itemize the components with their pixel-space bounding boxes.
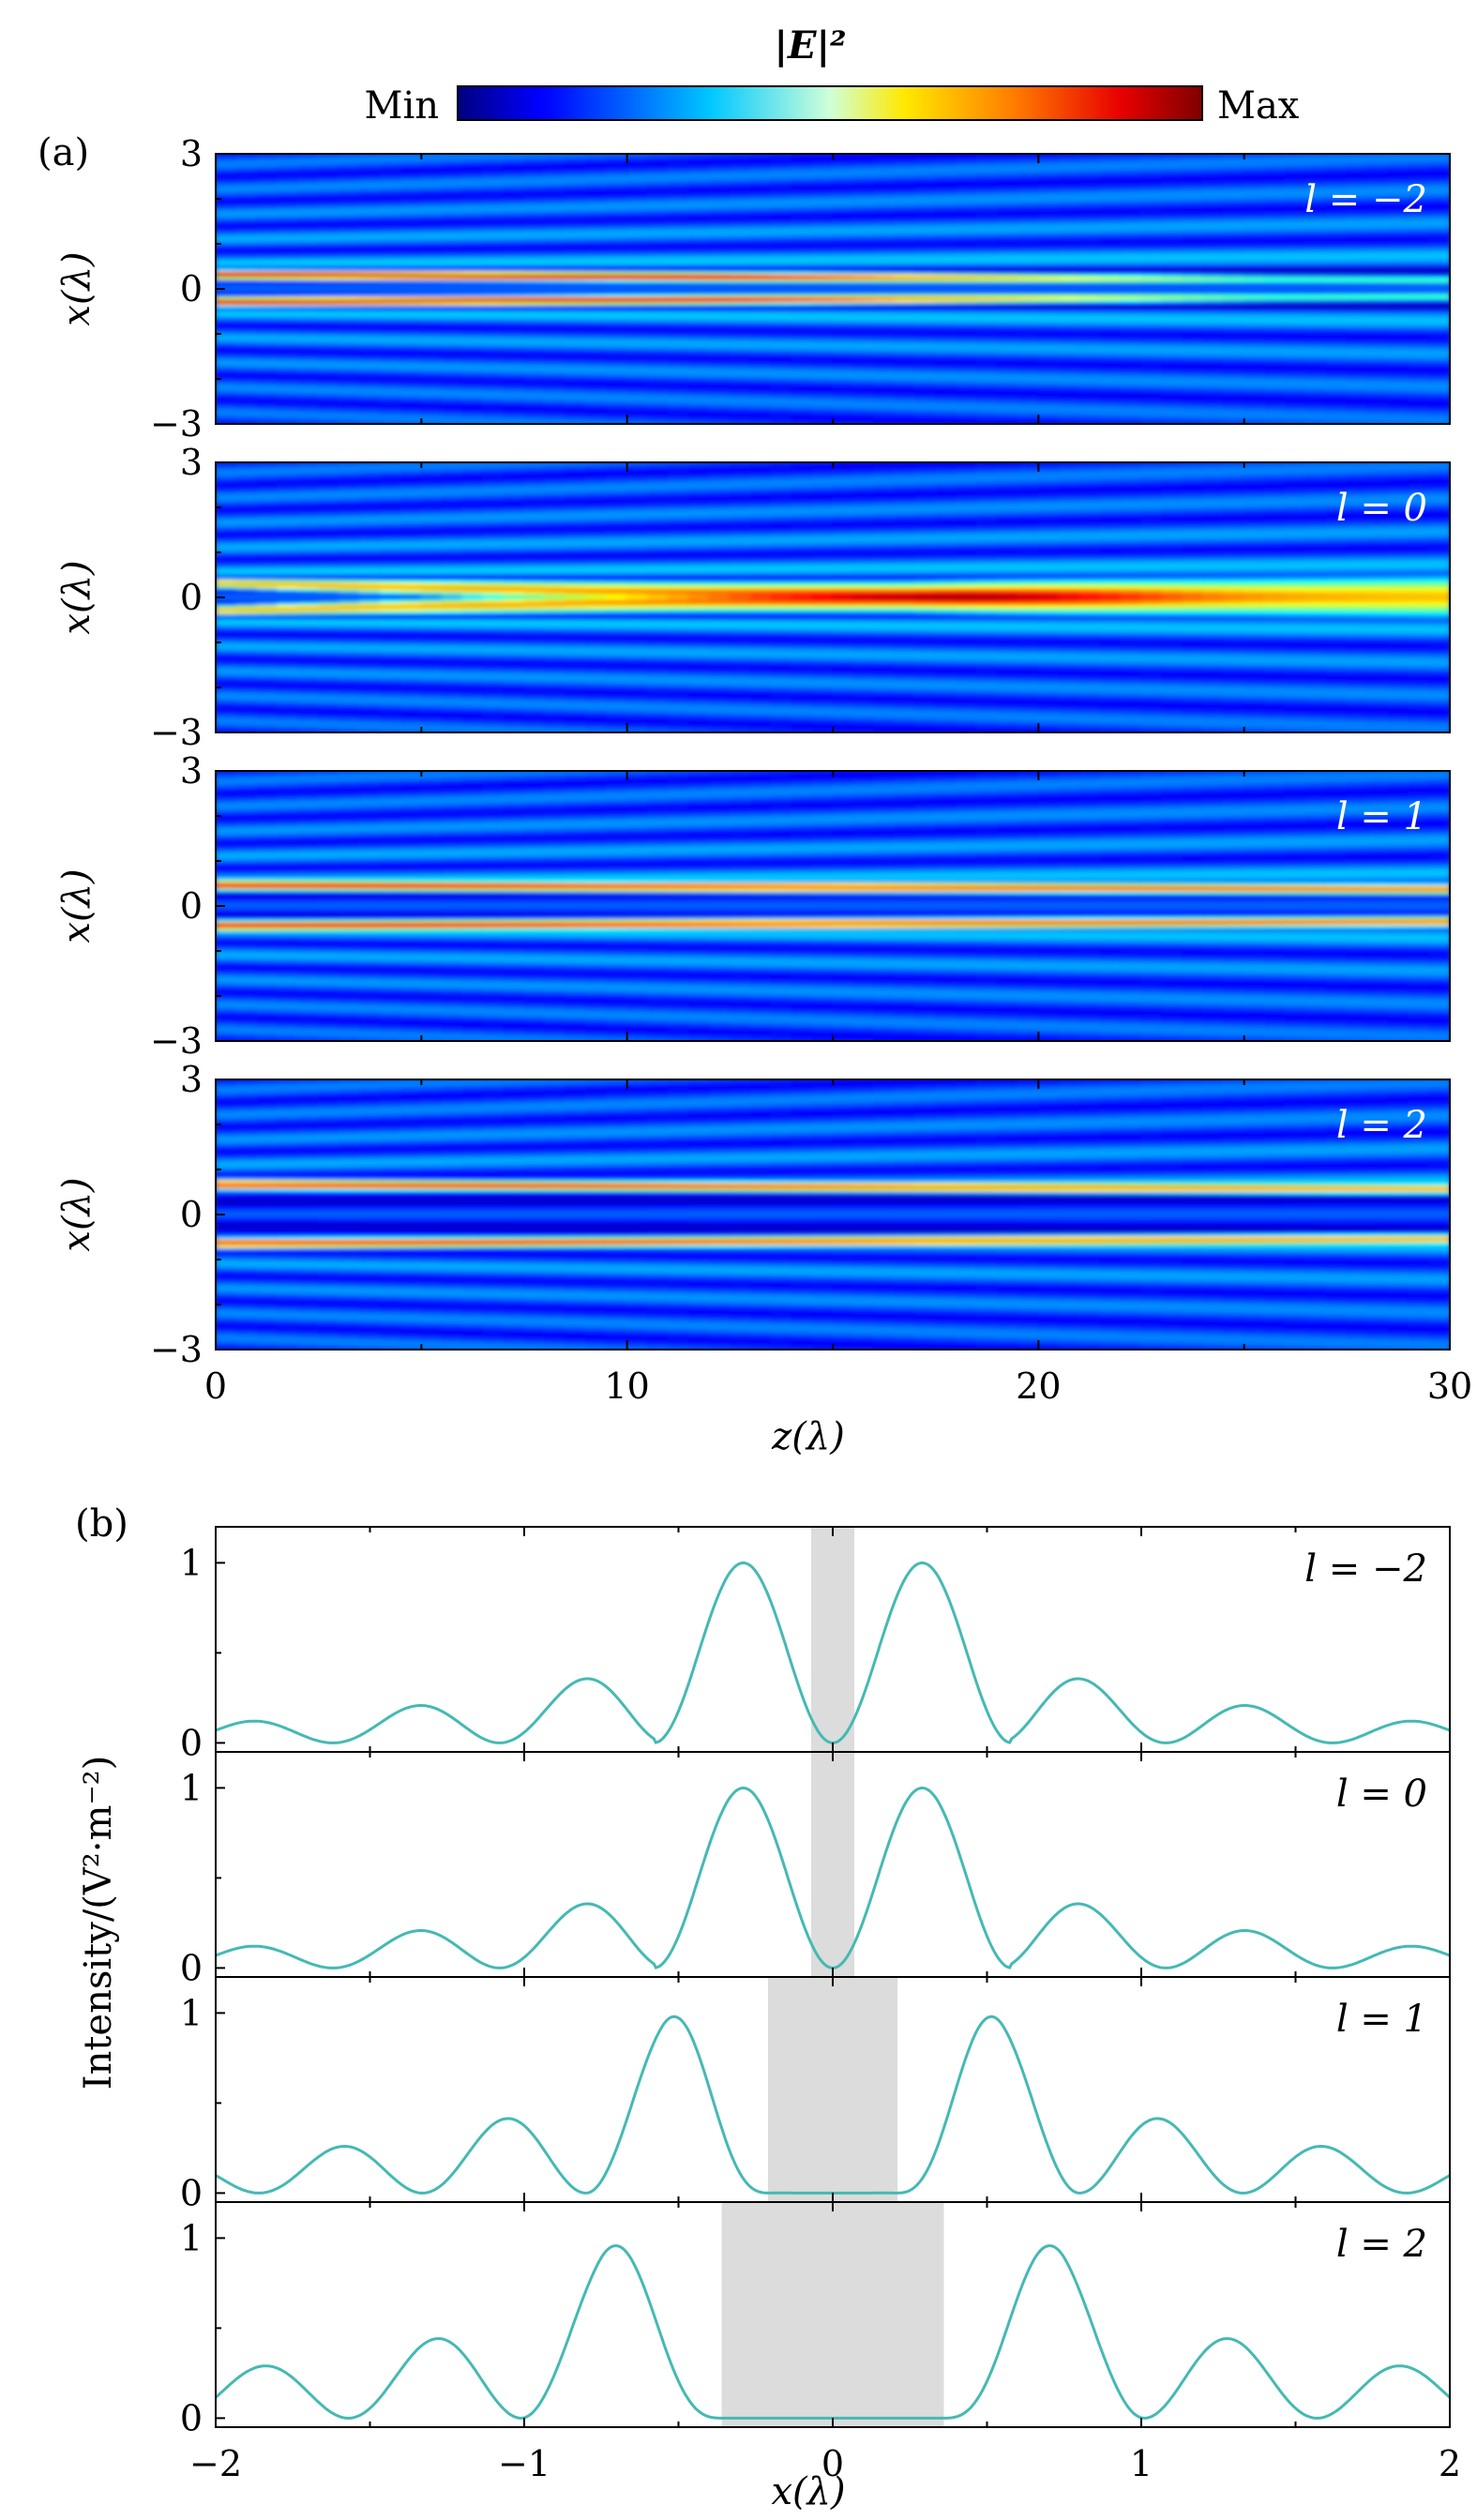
heatmap-panel: −3 0 3 l = −2 x(λ) (55, 133, 1451, 445)
mode-label: l = 2 (1336, 1104, 1427, 1147)
profile-panel: 0 1 l = −2 (180, 1526, 1451, 1763)
heatmap-field (216, 1079, 1450, 1350)
mode-label: l = 1 (1336, 795, 1427, 838)
mode-label: l = 0 (1336, 1773, 1427, 1816)
heatmap-field (216, 462, 1450, 732)
y-tick-label: −3 (150, 1020, 203, 1062)
x-tick-label: −2 (189, 2443, 242, 2484)
y-axis-title: x(λ) (55, 868, 98, 943)
y-tick-label: 0 (180, 1722, 203, 1763)
profile-panel: 0 1 l = 1 (180, 1976, 1451, 2213)
colorbar-min-label: Min (364, 84, 439, 128)
mode-label: l = −2 (1304, 178, 1427, 221)
mode-label: l = −2 (1304, 1547, 1427, 1591)
x-tick-label: 0 (821, 2443, 844, 2484)
panel-a-label: (a) (38, 131, 89, 174)
profile-panel: 0 1 l = 2 −2 −1 0 1 2 (180, 2201, 1461, 2484)
y-tick-label: 1 (180, 1767, 203, 1808)
y-tick-label: −3 (150, 712, 203, 753)
y-tick-label: 0 (180, 577, 203, 618)
heatmap-field (216, 154, 1450, 424)
colorbar-gradient (457, 85, 1203, 121)
mode-label: l = 1 (1336, 1998, 1427, 2041)
panel-b-label: (b) (75, 1502, 128, 1546)
y-tick-label: 3 (180, 1059, 203, 1100)
x-tick-label: 20 (1016, 1366, 1061, 1407)
y-tick-label: 0 (180, 2172, 203, 2213)
colorbar-max-label: Max (1217, 84, 1300, 128)
colorbar-title: |E|² (774, 23, 846, 68)
y-tick-label: 3 (180, 442, 203, 483)
y-tick-label: −3 (150, 403, 203, 445)
mode-label: l = 0 (1336, 487, 1427, 530)
y-axis-title: x(λ) (55, 251, 98, 325)
panel-a-x-axis-title: z(λ) (771, 1415, 845, 1458)
y-tick-label: 0 (180, 2397, 203, 2438)
y-axis-title: x(λ) (55, 1177, 98, 1251)
y-tick-label: 1 (180, 2217, 203, 2258)
x-tick-label: 2 (1439, 2443, 1461, 2484)
colorbar: |E|² Min Max (364, 23, 1299, 128)
x-tick-label: 10 (604, 1366, 649, 1407)
x-tick-label: −1 (498, 2443, 550, 2484)
panel-b-x-axis-title: x(λ) (771, 2470, 845, 2513)
x-tick-label: 1 (1130, 2443, 1153, 2484)
y-tick-label: 0 (180, 885, 203, 927)
profile-panel: 0 1 l = 0 (180, 1751, 1451, 1988)
shaded-region (767, 1977, 898, 2202)
shaded-region (810, 1752, 855, 1977)
shaded-region (810, 1527, 855, 1752)
y-tick-label: 0 (180, 268, 203, 309)
y-tick-label: 1 (180, 1992, 203, 2033)
heatmap-panel: −3 0 3 l = 0 x(λ) (55, 442, 1451, 753)
x-tick-label: 0 (204, 1366, 227, 1407)
heatmap-field (216, 771, 1450, 1041)
y-axis-title: x(λ) (55, 560, 98, 634)
y-tick-label: 3 (180, 750, 203, 792)
y-tick-label: 3 (180, 133, 203, 174)
mode-label: l = 2 (1336, 2223, 1427, 2266)
y-tick-label: 1 (180, 1542, 203, 1583)
panel-b-profiles: 01 l = −201 l = 001 l = 101 l = 2−2 −1 0 1 2 (180, 1526, 1461, 2484)
heatmap-panel: −3 0 3 l = 1 x(λ) (55, 750, 1451, 1062)
y-tick-label: −3 (150, 1329, 203, 1370)
shaded-region (721, 2202, 944, 2427)
x-tick-label: 30 (1427, 1366, 1472, 1407)
y-tick-label: 0 (180, 1194, 203, 1235)
y-tick-label: 0 (180, 1947, 203, 1988)
panel-b-y-axis-title: Intensity/(V²·m⁻²) (77, 1756, 120, 2090)
